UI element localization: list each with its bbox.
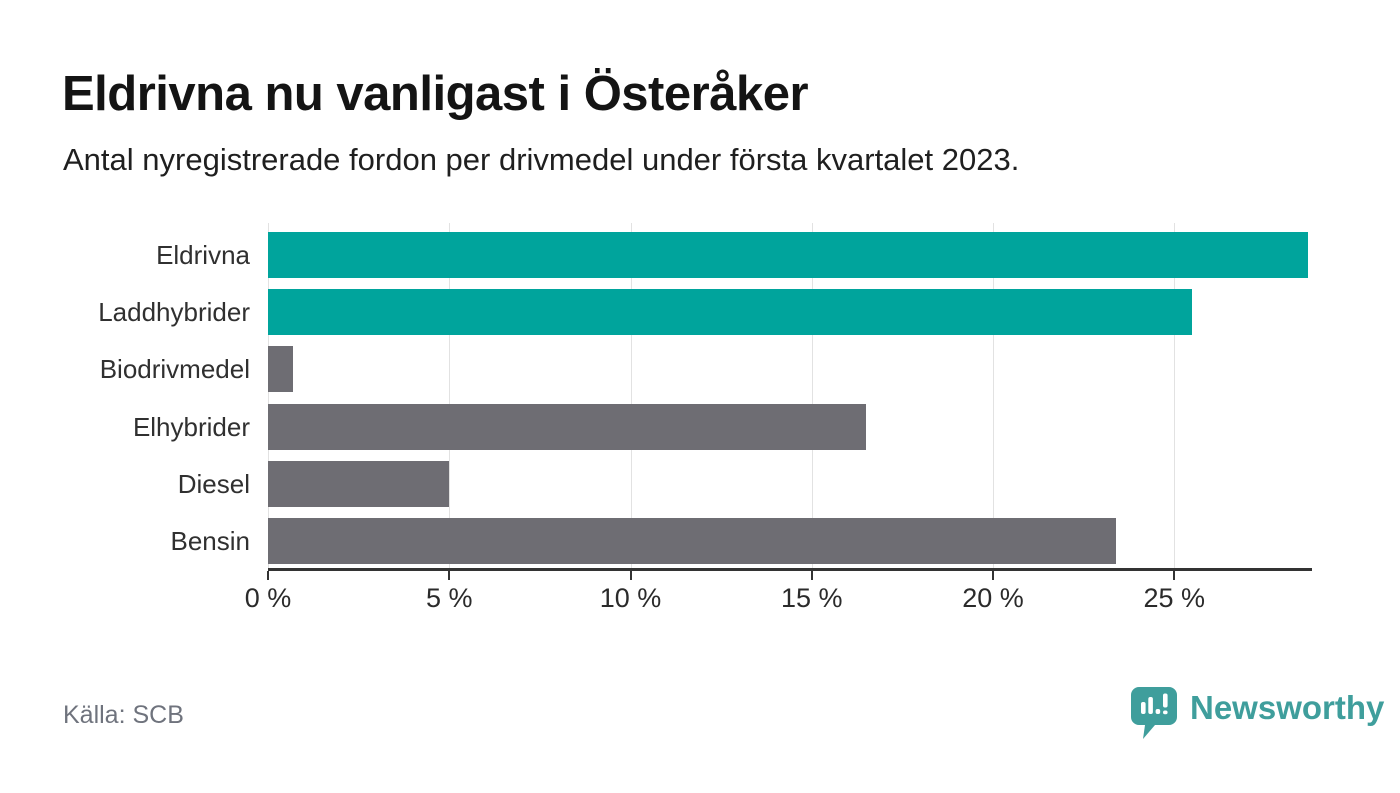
gridline-0 bbox=[268, 223, 269, 568]
bar-eldrivna bbox=[268, 232, 1309, 278]
category-label-bensin: Bensin bbox=[170, 526, 251, 557]
x-tick-label-20: 20 % bbox=[962, 583, 1024, 613]
bar-laddhybrider bbox=[268, 289, 1193, 336]
newsworthy-logo: Newsworthy bbox=[1131, 687, 1384, 740]
gridline-15 bbox=[811, 223, 813, 568]
bar-biodrivmedel bbox=[268, 346, 294, 393]
x-tick-label-25: 25 % bbox=[1143, 583, 1206, 613]
category-label-eldrivna: Eldrivna bbox=[156, 240, 250, 270]
category-label-laddhybrider: Laddhybrider bbox=[98, 297, 250, 328]
category-label-diesel: Diesel bbox=[177, 468, 250, 499]
x-tick-10 bbox=[629, 571, 632, 580]
newsworthy-logo-text: Newsworthy bbox=[1190, 689, 1385, 726]
bar-elhybrider bbox=[268, 403, 867, 450]
x-tick-15 bbox=[810, 571, 813, 580]
gridline-5 bbox=[449, 223, 451, 568]
x-tick-25 bbox=[1173, 571, 1176, 580]
category-label-elhybrider: Elhybrider bbox=[132, 411, 250, 442]
gridline-10 bbox=[630, 223, 632, 568]
x-tick-label-15: 15 % bbox=[780, 583, 843, 613]
chart-subtitle: Antal nyregistrerade fordon per drivmede… bbox=[63, 142, 1020, 177]
newsworthy-logo-icon bbox=[1131, 687, 1177, 739]
x-tick-20 bbox=[992, 571, 994, 580]
x-tick-label-0: 0 % bbox=[244, 583, 292, 613]
category-labels: Eldrivna Laddhybrider Biodrivmedel Elhybrid… bbox=[40, 223, 250, 569]
source-label: Källa: SCB bbox=[63, 701, 184, 729]
plot-area bbox=[268, 223, 1312, 571]
gridline-20 bbox=[993, 223, 994, 568]
bar-bensin bbox=[268, 518, 1117, 565]
gridline-25 bbox=[1174, 223, 1176, 568]
x-tick-5 bbox=[448, 571, 451, 580]
chart-title: Eldrivna nu vanligast i Österåker bbox=[62, 67, 809, 121]
category-label-biodrivmedel: Biodrivmedel bbox=[99, 354, 250, 385]
bar-diesel bbox=[268, 460, 450, 507]
x-axis: 0 % 5 % 10 % 15 % 20 % 25 % bbox=[245, 571, 1312, 631]
x-tick-label-5: 5 % bbox=[425, 583, 473, 613]
x-tick-0 bbox=[267, 571, 269, 580]
x-tick-label-10: 10 % bbox=[599, 583, 662, 613]
